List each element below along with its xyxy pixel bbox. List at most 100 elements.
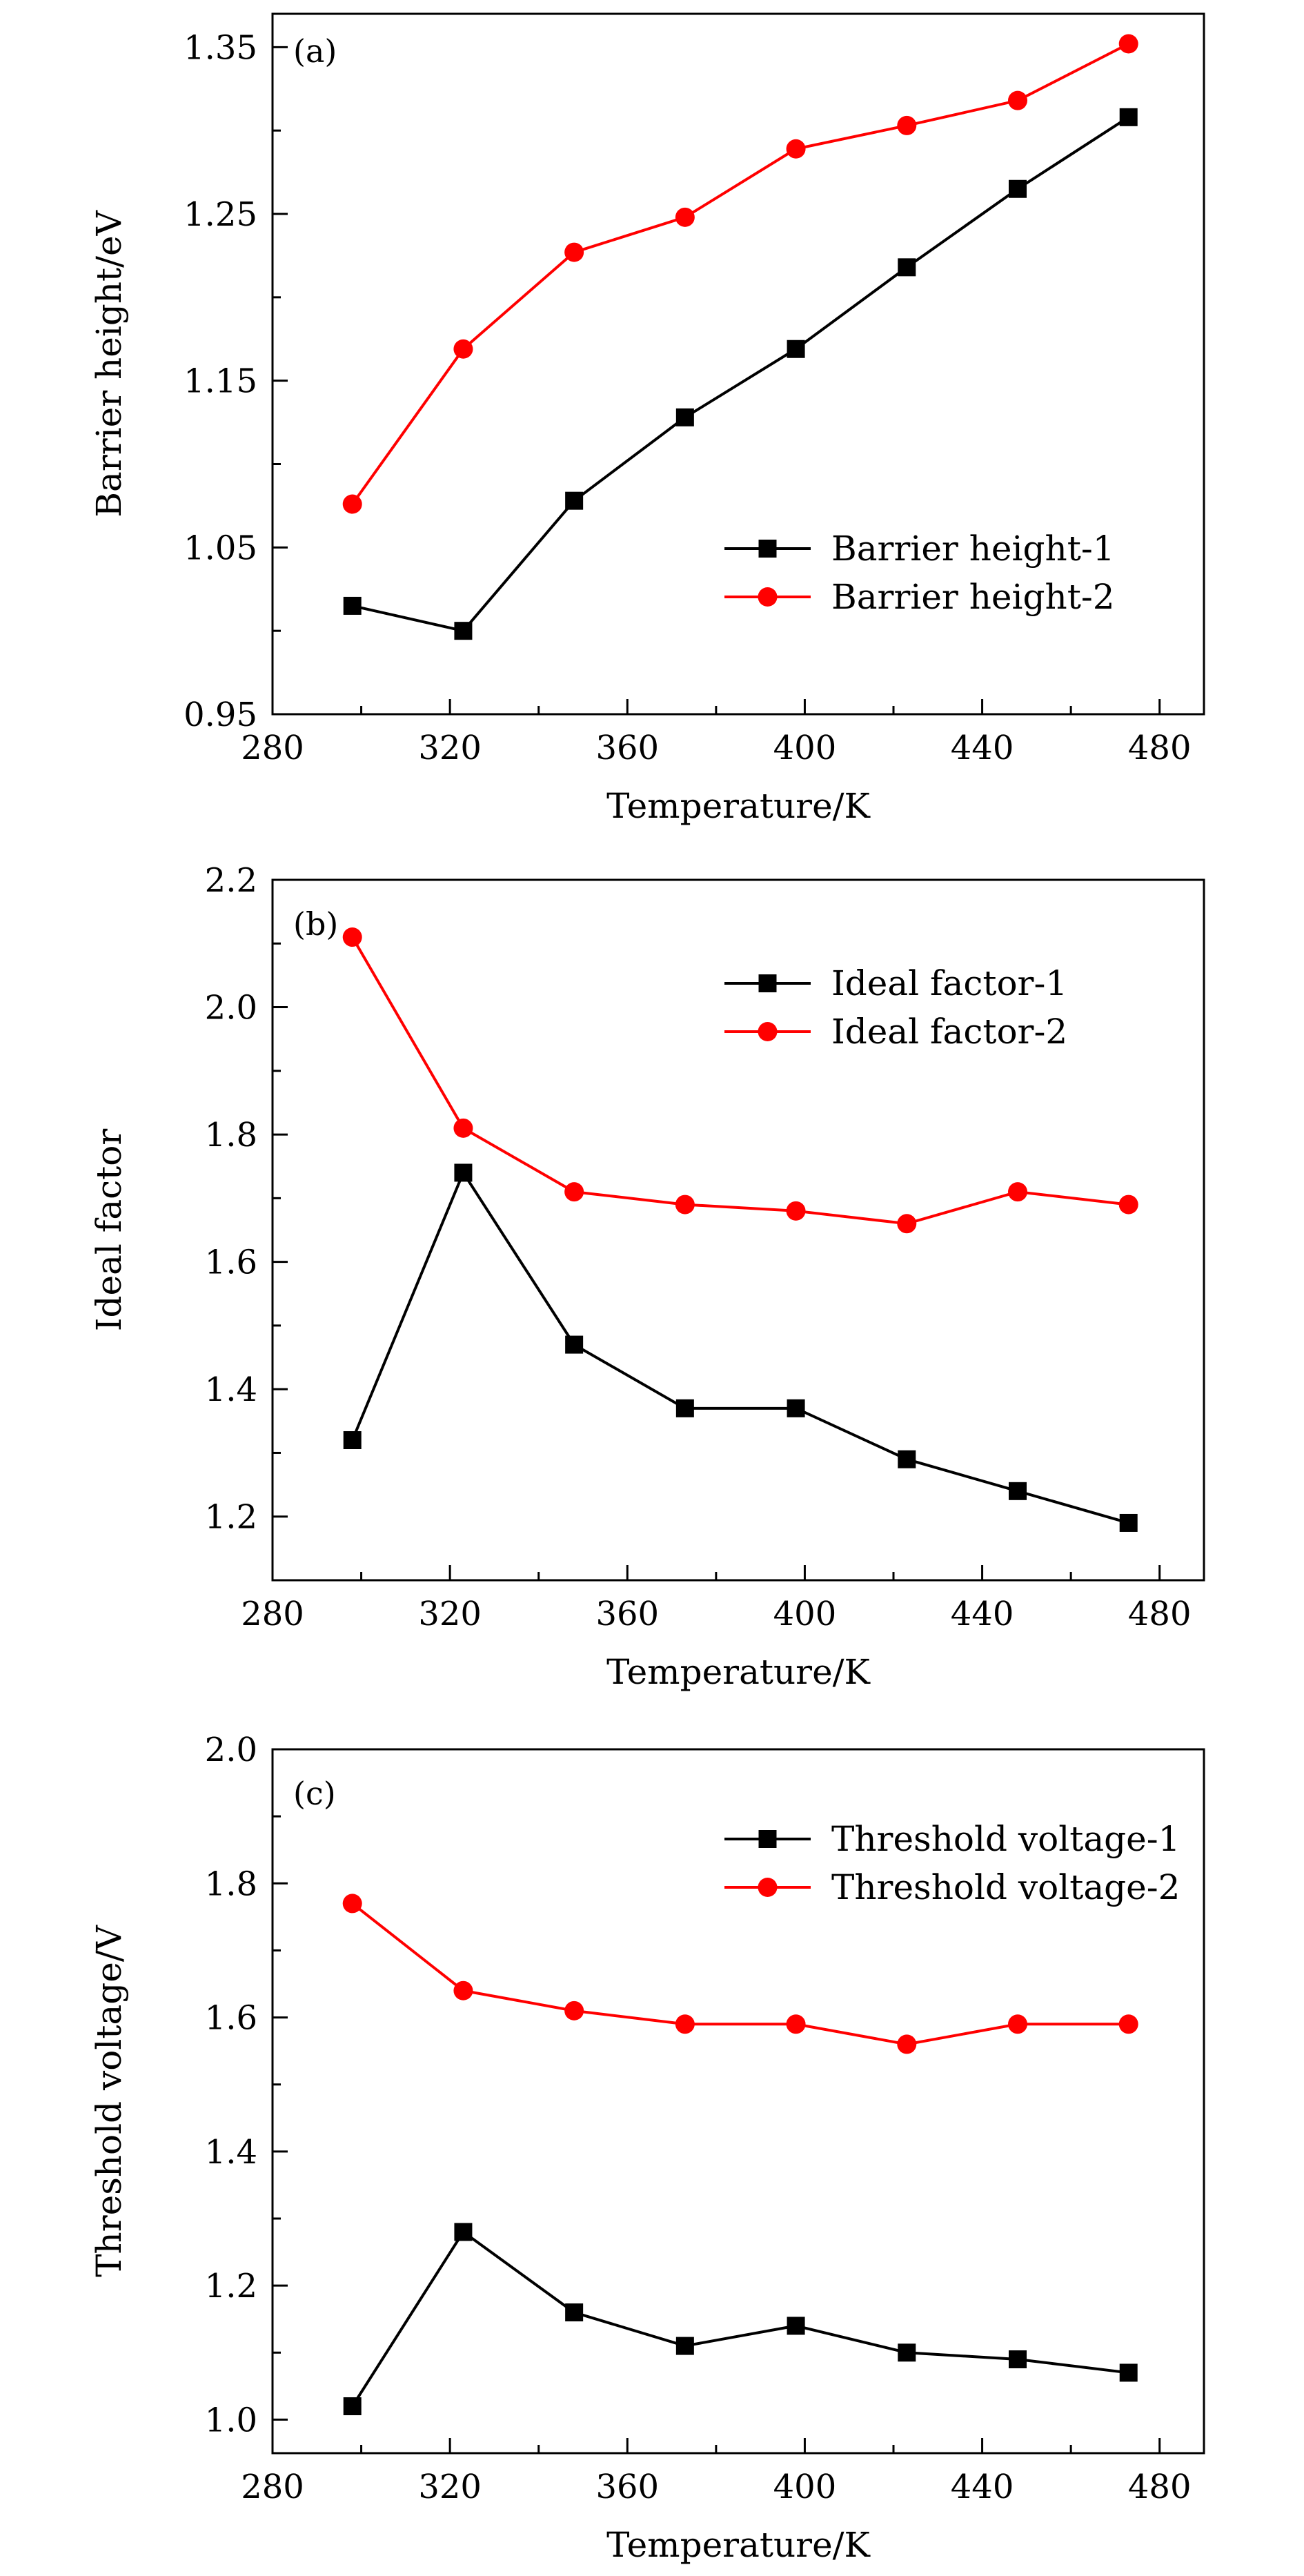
data-point-circle [1008, 90, 1027, 110]
data-point-square [787, 340, 805, 358]
data-point-circle [564, 1182, 584, 1202]
data-point-square [565, 491, 584, 510]
data-point-square [898, 258, 916, 277]
series-line [351, 1902, 1129, 2046]
legend-marker-circle [758, 1022, 778, 1041]
data-point-circle [675, 2014, 695, 2034]
x-tick-label: 320 [418, 2468, 482, 2506]
x-axis-label: Temperature/K [606, 1652, 871, 1692]
y-axis-label: Ideal factor [89, 1129, 129, 1332]
legend-marker-circle [758, 587, 778, 607]
legend: Threshold voltage-1 Threshold voltage-2 [724, 1819, 1180, 1907]
data-point-circle [453, 1980, 473, 2000]
y-tick-label: 1.05 [184, 529, 257, 567]
data-point-square [454, 1163, 473, 1182]
data-point-square [343, 2397, 362, 2415]
data-point-circle [1118, 34, 1138, 54]
y-tick-label: 1.6 [205, 1999, 257, 2038]
series-2 [342, 927, 1138, 1234]
y-tick-label: 1.8 [205, 1865, 257, 1903]
data-point-circle [675, 207, 695, 227]
data-point-square [565, 2303, 584, 2321]
data-point-circle [786, 2014, 806, 2034]
data-point-square [1119, 2363, 1138, 2382]
legend-marker-square [758, 974, 777, 992]
legend-label: Barrier height-2 [831, 577, 1115, 617]
x-tick-label: 400 [773, 1595, 837, 1633]
y-tick-label: 1.0 [205, 2401, 257, 2439]
y-tick-label: 1.2 [205, 1498, 257, 1537]
panel-label: (c) [293, 1775, 336, 1812]
data-point-square [454, 2223, 473, 2241]
data-point-circle [453, 339, 473, 359]
data-point-square [565, 1335, 584, 1354]
data-point-circle [786, 139, 806, 159]
y-tick-label: 2.0 [205, 1731, 257, 1769]
x-tick-label: 440 [951, 2468, 1014, 2506]
chart-panel-c: 280 320 360 400 440 480 1.0 1.2 1.4 1.6 1.8 2.0 Temp… [89, 1731, 1205, 2565]
x-tick-label: 360 [595, 2468, 659, 2506]
x-axis-label: Temperature/K [606, 2525, 871, 2565]
x-axis-label: Temperature/K [606, 786, 871, 826]
data-point-square [343, 1431, 362, 1449]
y-tick-label: 1.15 [184, 362, 257, 401]
y-tick-label: 1.4 [205, 2133, 257, 2172]
data-point-circle [897, 115, 917, 135]
legend: Barrier height-1 Barrier height-2 [724, 529, 1115, 617]
data-point-square [1009, 2350, 1027, 2368]
legend-label: Ideal factor-1 [831, 963, 1067, 1003]
data-point-circle [453, 1118, 473, 1138]
series-2 [342, 34, 1138, 514]
chart-panel-b: 280 320 360 400 440 480 1.2 1.4 1.6 1.8 2.0 2.2 Temp… [89, 861, 1205, 1692]
series-1 [343, 2223, 1138, 2415]
data-point-square [343, 596, 362, 615]
x-tick-label: 440 [951, 1595, 1014, 1633]
x-tick-label: 280 [241, 1595, 304, 1633]
x-tick-label: 400 [773, 729, 837, 767]
data-point-circle [564, 242, 584, 262]
data-point-circle [897, 1214, 917, 1234]
series-line [350, 1170, 1129, 1524]
x-tick-label: 400 [773, 2468, 837, 2506]
legend-label: Threshold voltage-1 [831, 1819, 1180, 1859]
y-tick-label: 0.95 [184, 696, 257, 734]
series-1 [343, 108, 1138, 640]
y-tick-label: 1.35 [184, 28, 257, 67]
series-1 [343, 1163, 1138, 1532]
y-tick-label: 1.25 [184, 195, 257, 234]
x-tick-label: 360 [595, 729, 659, 767]
legend-label: Ideal factor-2 [831, 1012, 1067, 1052]
legend-marker-circle [758, 1878, 778, 1897]
x-tick-label: 480 [1128, 2468, 1192, 2506]
y-axis-label: Barrier height/eV [89, 210, 129, 517]
data-point-square [1009, 179, 1027, 198]
series-line [350, 936, 1129, 1226]
x-tick-label: 320 [418, 1595, 482, 1633]
data-point-circle [564, 2000, 584, 2021]
data-point-square [1119, 108, 1138, 126]
x-tick-label: 480 [1128, 1595, 1192, 1633]
series-line [351, 2230, 1129, 2408]
data-point-circle [342, 494, 362, 514]
legend-marker-square [758, 1830, 777, 1848]
data-point-circle [342, 1894, 362, 1914]
data-point-circle [786, 1201, 806, 1221]
x-tick-label: 320 [418, 729, 482, 767]
legend-marker-square [758, 540, 777, 558]
data-point-square [1009, 1482, 1027, 1500]
series-line [351, 42, 1129, 505]
y-axis-label: Threshold voltage/V [89, 1925, 129, 2277]
series-2 [342, 1894, 1138, 2054]
data-point-circle [897, 2034, 917, 2054]
plot-frame [271, 878, 1205, 1582]
data-point-circle [1118, 1194, 1138, 1215]
x-tick-label: 280 [241, 2468, 304, 2506]
data-point-square [1119, 1513, 1138, 1532]
data-point-circle [342, 927, 362, 947]
y-tick-label: 1.8 [205, 1116, 257, 1154]
chart-panel-a: 280 320 360 400 440 480 0.95 1.05 1.15 1.25 1.35 Te… [89, 12, 1205, 826]
y-tick-label: 2.0 [205, 989, 257, 1028]
data-point-circle [1008, 1182, 1027, 1202]
data-point-circle [1008, 2014, 1027, 2034]
legend-label: Threshold voltage-2 [831, 1867, 1180, 1907]
